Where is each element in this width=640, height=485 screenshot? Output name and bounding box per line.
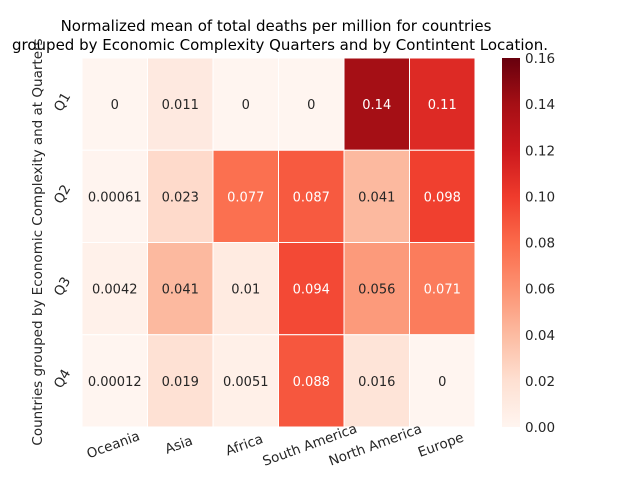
cell-value-label: 0 — [111, 98, 119, 113]
heatmap-cell — [278, 149, 345, 243]
heatmap-cell — [81, 57, 148, 151]
heatmap-cell — [409, 334, 476, 428]
chart-title-line-1: Normalized mean of total deaths per mill… — [61, 17, 492, 35]
heatmap-cell — [343, 57, 410, 151]
cell-value-label: 0.094 — [293, 283, 330, 298]
heatmap-cell — [343, 242, 410, 336]
cell-value-label: 0.071 — [424, 283, 461, 298]
y-tick-label: Q1 — [51, 90, 74, 115]
heatmap-cell-labels: 0 0.011 0 0 0.14 0.11 0.00061 0.023 0.077 0.087 0.… — [88, 98, 461, 390]
cell-value-label: 0.041 — [358, 190, 395, 205]
heatmap-cells — [81, 57, 476, 428]
colorbar-tick-labels: 0.00 0.02 0.04 0.06 0.08 0.10 0.12 0.14 0.16 — [525, 51, 555, 436]
colorbar-tick-label: 0.16 — [525, 51, 555, 67]
y-tick-labels: Q1 Q2 Q3 Q4 — [51, 90, 74, 391]
heatmap-cell — [147, 149, 214, 243]
colorbar-tick-label: 0.10 — [525, 189, 555, 205]
y-tick-label: Q3 — [51, 274, 74, 299]
cell-value-label: 0.01 — [231, 283, 260, 298]
cell-value-label: 0.11 — [428, 98, 457, 113]
cell-value-label: 0.00012 — [88, 375, 142, 390]
colorbar — [502, 58, 520, 427]
cell-value-label: 0.087 — [293, 190, 330, 205]
cell-value-label: 0 — [307, 98, 315, 113]
x-tick-label: Oceania — [85, 428, 142, 462]
heatmap-cell — [278, 242, 345, 336]
colorbar-tick-label: 0.02 — [525, 374, 555, 390]
colorbar-tick-label: 0.06 — [525, 282, 555, 298]
y-tick-label: Q4 — [51, 367, 74, 392]
colorbar-tick-label: 0.14 — [525, 97, 555, 113]
cell-value-label: 0 — [242, 98, 250, 113]
heatmap-cell — [147, 57, 214, 151]
heatmap-cell — [409, 242, 476, 336]
cell-value-label: 0.019 — [162, 375, 199, 390]
cell-value-label: 0.011 — [162, 98, 199, 113]
cell-value-label: 0.088 — [293, 375, 330, 390]
colorbar-tick-label: 0.12 — [525, 143, 555, 159]
chart-title-line-2: grouped by Economic Complexity Quarters … — [12, 36, 548, 54]
colorbar-tick-label: 0.04 — [525, 328, 555, 344]
colorbar-tick-label: 0.00 — [525, 420, 555, 436]
cell-value-label: 0.016 — [358, 375, 395, 390]
cell-value-label: 0.023 — [162, 190, 199, 205]
heatmap-cell — [409, 57, 476, 151]
cell-value-label: 0.0042 — [92, 283, 138, 298]
x-tick-label: Africa — [224, 431, 266, 459]
cell-value-label: 0.00061 — [88, 190, 142, 205]
heatmap-cell — [212, 334, 279, 428]
cell-value-label: 0 — [438, 375, 446, 390]
y-tick-label: Q2 — [51, 182, 74, 207]
heatmap-cell — [147, 334, 214, 428]
cell-value-label: 0.056 — [358, 283, 395, 298]
heatmap-cell — [409, 149, 476, 243]
y-axis-label: Countries grouped by Economic Complexity… — [30, 38, 46, 445]
heatmap-cell — [81, 242, 148, 336]
cell-value-label: 0.041 — [162, 283, 199, 298]
cell-value-label: 0.14 — [362, 98, 391, 113]
heatmap-cell — [343, 334, 410, 428]
x-tick-label: Asia — [163, 433, 195, 458]
cell-value-label: 0.0051 — [223, 375, 269, 390]
heatmap-cell — [81, 334, 148, 428]
heatmap-cell — [147, 242, 214, 336]
cell-value-label: 0.077 — [227, 190, 264, 205]
colorbar-tick-label: 0.08 — [525, 236, 555, 252]
heatmap-cell — [278, 334, 345, 428]
heatmap-cell — [212, 57, 279, 151]
heatmap-cell — [278, 57, 345, 151]
cell-value-label: 0.098 — [424, 190, 461, 205]
